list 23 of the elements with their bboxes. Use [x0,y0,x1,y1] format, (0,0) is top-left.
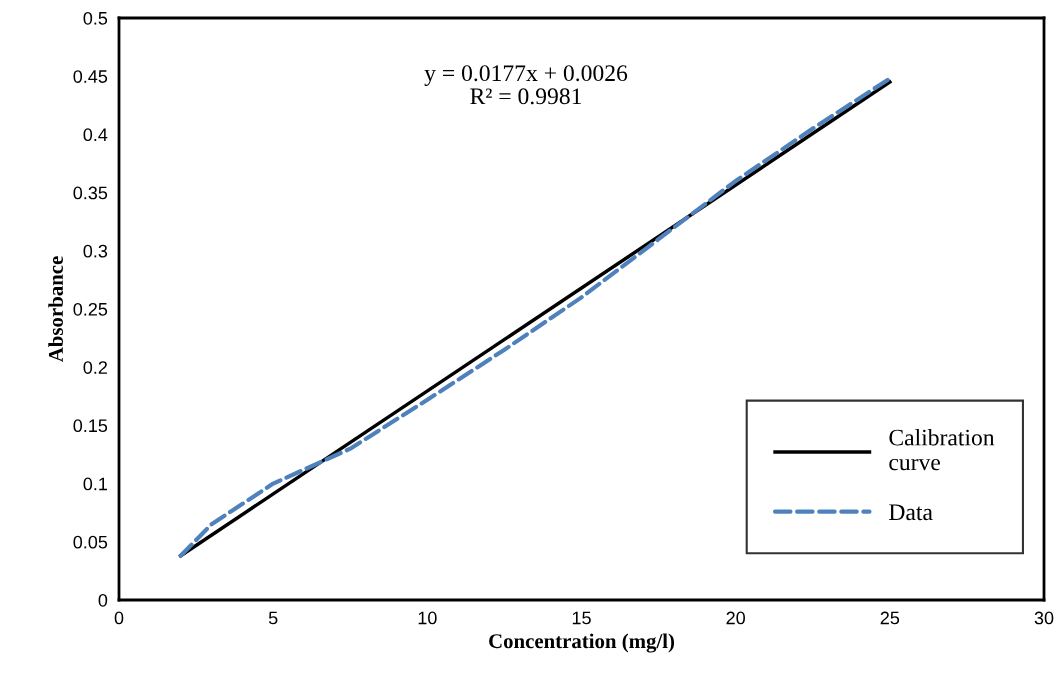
y-tick-label: 0 [98,593,108,607]
x-tick-label: 25 [880,611,900,625]
x-tick-label: 10 [418,611,437,625]
x-tick-label: 0 [114,611,124,625]
annotation: y = 0.0177x + 0.0026 R² = 0.9981 [424,65,628,105]
y-tick-label: 0.05 [73,535,108,549]
legend-label: Calibration curve [889,428,995,471]
y-tick-label: 0.5 [83,11,108,25]
x-tick-label: 15 [572,611,591,625]
y-tick-label: 0.3 [83,244,108,258]
legend-label: Data [889,504,933,521]
y-tick-label: 0.4 [83,128,108,142]
y-tick-label: 0.45 [73,70,108,83]
y-tick-label: 0.2 [83,361,107,374]
y-tick-label: 0.1 [83,477,108,491]
x-tick-label: 5 [268,611,278,625]
x-axis-title: Concentration (mg/l) [489,633,675,653]
y-tick-label: 0.35 [73,186,108,200]
y-tick-label: 0.15 [73,419,108,433]
y-tick-label: 0.25 [73,302,108,316]
x-tick-label: 30 [1034,611,1054,625]
y-axis-title: Absorbance [48,256,63,363]
x-tick-label: 20 [726,611,745,625]
